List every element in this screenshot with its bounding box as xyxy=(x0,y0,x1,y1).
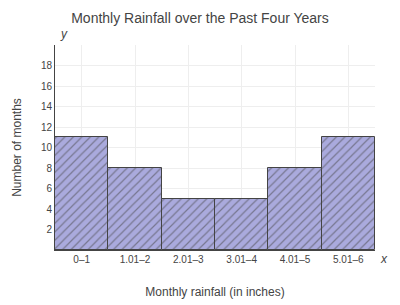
svg-text:8: 8 xyxy=(46,163,52,174)
svg-text:x: x xyxy=(380,252,388,266)
svg-text:Monthly Rainfall over the Past: Monthly Rainfall over the Past Four Year… xyxy=(71,10,329,26)
svg-text:12: 12 xyxy=(41,122,53,133)
svg-text:Monthly rainfall (in inches): Monthly rainfall (in inches) xyxy=(145,285,284,299)
svg-text:6: 6 xyxy=(46,183,52,194)
svg-text:4: 4 xyxy=(46,204,52,215)
svg-text:18: 18 xyxy=(41,60,53,71)
svg-text:5.01–6: 5.01–6 xyxy=(333,254,364,265)
svg-text:1.01–2: 1.01–2 xyxy=(120,254,151,265)
svg-text:0–1: 0–1 xyxy=(73,254,90,265)
svg-text:2.01–3: 2.01–3 xyxy=(173,254,204,265)
svg-text:2: 2 xyxy=(46,224,52,235)
svg-text:16: 16 xyxy=(41,81,53,92)
svg-text:14: 14 xyxy=(41,101,53,112)
svg-text:y: y xyxy=(60,27,68,41)
svg-text:10: 10 xyxy=(41,142,53,153)
svg-text:Number of months: Number of months xyxy=(10,98,24,197)
svg-text:3.01–4: 3.01–4 xyxy=(226,254,257,265)
svg-text:4.01–5: 4.01–5 xyxy=(280,254,311,265)
